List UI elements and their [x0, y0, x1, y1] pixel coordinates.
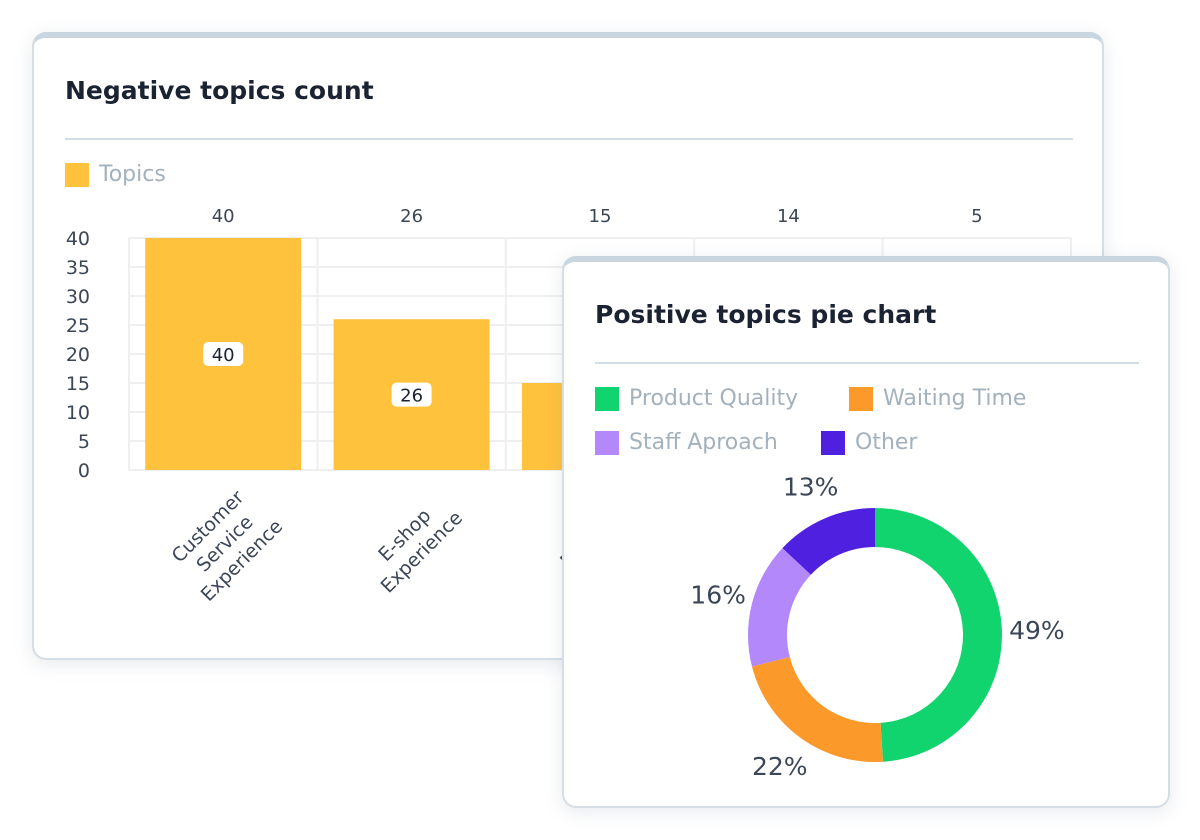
legend-item-product-quality[interactable]: Product Quality — [595, 386, 798, 411]
donut-slice — [875, 508, 1003, 762]
legend-label: Waiting Time — [883, 386, 1027, 411]
legend-item-other[interactable]: Other — [821, 430, 917, 455]
legend-item-waiting-time[interactable]: Waiting Time — [849, 386, 1026, 411]
y-tick-label: 35 — [66, 257, 90, 279]
legend-item-topics[interactable]: Topics — [65, 162, 166, 187]
y-tick-label: 15 — [66, 373, 90, 395]
y-tick-label: 20 — [66, 344, 90, 366]
bar-value-badge — [391, 382, 432, 407]
bar-value-label: 40 — [212, 345, 235, 366]
legend-swatch — [595, 386, 619, 411]
y-tick-label: 0 — [78, 460, 90, 482]
legend-swatch — [821, 430, 845, 455]
bar-top-value: 26 — [400, 206, 423, 227]
y-tick-label: 5 — [78, 431, 90, 453]
slice-percent-label: 13% — [783, 472, 839, 501]
y-tick-label: 30 — [66, 286, 90, 308]
bar-top-value: 14 — [777, 206, 800, 227]
donut-slice — [782, 508, 875, 575]
legend-swatch — [849, 386, 873, 411]
donut-slice — [747, 548, 811, 667]
y-tick-label: 25 — [66, 315, 90, 337]
divider — [65, 138, 1073, 140]
slice-percent-label: 49% — [1009, 616, 1065, 645]
y-tick-label: 40 — [66, 228, 90, 250]
bar-top-value: 40 — [212, 206, 235, 227]
legend-swatch — [65, 162, 89, 187]
legend-label: Product Quality — [629, 386, 799, 411]
y-tick-label: 10 — [66, 402, 90, 424]
card-title: Positive topics pie chart — [595, 300, 937, 329]
bar-top-value: 15 — [589, 206, 612, 227]
legend-item-staff-aproach[interactable]: Staff Aproach — [595, 430, 778, 455]
legend-label: Other — [855, 430, 918, 455]
donut-slice — [751, 656, 883, 762]
bar-top-value: 5 — [971, 206, 982, 227]
bar-value-label: 26 — [400, 386, 423, 407]
divider — [595, 362, 1139, 364]
card-title: Negative topics count — [65, 76, 374, 105]
legend-label: Topics — [99, 162, 166, 187]
slice-percent-label: 22% — [752, 752, 808, 781]
slice-percent-label: 16% — [690, 581, 746, 610]
bar-value-badge — [203, 342, 244, 366]
legend-swatch — [595, 430, 619, 455]
legend-label: Staff Aproach — [629, 430, 778, 455]
